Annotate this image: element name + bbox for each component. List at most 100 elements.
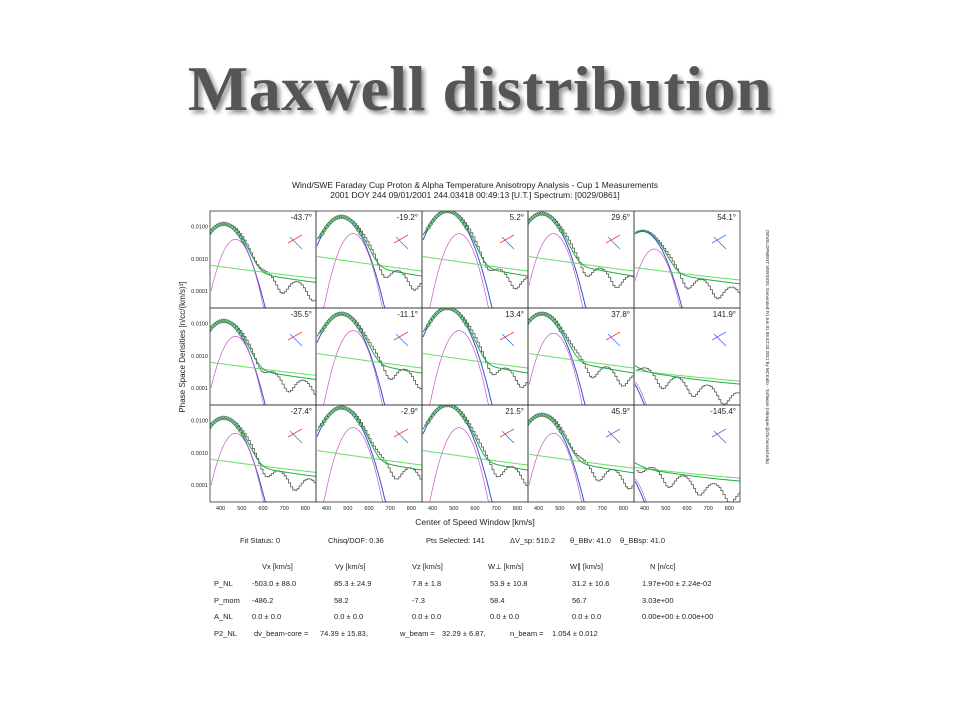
anl-wpar: 0.0 ± 0.0	[572, 612, 601, 621]
pmom-vy: 58.2	[334, 596, 349, 605]
x-tick-label: 800	[725, 506, 734, 512]
data-point	[554, 422, 560, 428]
beam-fit	[634, 381, 740, 405]
pmom-n: 3.03e+00	[642, 596, 674, 605]
flow-arrow	[713, 333, 727, 347]
panel-3: 5.2°	[421, 210, 529, 309]
header-vz: Vz [km/s]	[412, 562, 443, 571]
total-fit	[634, 462, 740, 482]
data-point	[457, 312, 463, 319]
background-fit	[423, 450, 528, 466]
beam-fit	[423, 330, 528, 405]
beam-fit	[317, 330, 422, 405]
x-tick-label: 500	[237, 506, 246, 512]
data-point	[551, 218, 558, 224]
chisq-dof: Chisq/DOF: 0.36	[328, 536, 384, 545]
field-arrow	[393, 428, 409, 438]
data-point	[427, 415, 434, 421]
x-tick-label: 400	[534, 506, 543, 512]
x-tick-label: 400	[640, 506, 649, 512]
fit-status: Fit Status: 0	[240, 536, 280, 545]
core-fit	[634, 481, 740, 502]
header-n: N [n/cc]	[650, 562, 675, 571]
anl-vy: 0.0 ± 0.0	[334, 612, 363, 621]
field-arrow	[499, 234, 515, 244]
x-tick-label: 700	[386, 506, 395, 512]
delta-v: ΔV_sp: 510.2	[510, 536, 555, 545]
panel-frame	[527, 210, 635, 309]
panel-frame	[421, 404, 529, 503]
panel-9: 37.8°	[521, 307, 635, 406]
field-arrow	[605, 331, 621, 341]
x-tick-label: 800	[619, 506, 628, 512]
panel-5: 54.1°	[633, 210, 741, 309]
p2-n-value: 1.054 ± 0.012	[552, 629, 598, 638]
row-label-p2nl: P2_NL	[214, 629, 237, 638]
flow-arrow	[289, 333, 303, 347]
measured-spectrum	[318, 406, 422, 484]
data-point	[205, 429, 209, 433]
data-point	[554, 321, 560, 327]
slide-title: Maxwell distribution	[187, 53, 773, 124]
background-fit	[423, 256, 528, 272]
core-fit	[634, 384, 740, 405]
pnl-n: 1.97e+00 ± 2.24e-02	[642, 579, 711, 588]
measured-spectrum	[212, 416, 316, 491]
core-fit	[422, 405, 528, 502]
x-tick-label: 400	[322, 506, 331, 512]
data-point	[205, 235, 209, 239]
data-point	[457, 409, 463, 416]
y-tick-label: 0.0010	[191, 451, 208, 457]
data-point	[203, 336, 207, 340]
data-point	[551, 318, 558, 324]
panel-15: -145.4°	[633, 404, 741, 503]
background-fit	[423, 353, 528, 369]
x-tick-label: 800	[407, 506, 416, 512]
y-tick-label: 0.0100	[191, 224, 208, 230]
panel-angle: -43.7°	[291, 213, 312, 222]
x-tick-label: 500	[555, 506, 564, 512]
data-point	[463, 322, 470, 328]
data-point	[236, 328, 242, 334]
y-tick-label: 0.0001	[191, 483, 208, 489]
core-fit	[422, 211, 528, 308]
row-label-anl: A_NL	[214, 612, 233, 621]
theta-bbsp: θ_BBsp: 41.0	[620, 536, 665, 545]
flow-arrow	[289, 430, 303, 444]
panel-angle: 29.6°	[611, 213, 630, 222]
beam-fit	[528, 332, 634, 405]
x-tick-label: 700	[492, 506, 501, 512]
x-tick-label: 400	[428, 506, 437, 512]
x-tick-label: 500	[449, 506, 458, 512]
measured-spectrum	[424, 211, 528, 290]
panel-6: -35.5° 0.0100 0.0010 0.0001	[191, 307, 317, 406]
field-arrow	[711, 331, 727, 341]
panel-angle: -11.1°	[397, 310, 418, 319]
data-point	[461, 221, 467, 227]
data-point	[238, 428, 244, 434]
data-point	[451, 211, 457, 216]
data-point	[463, 225, 470, 231]
data-point	[558, 429, 564, 435]
p2-w-value: 32.29 ± 6.87,	[442, 629, 486, 638]
data-point	[351, 412, 357, 418]
data-point	[521, 328, 525, 332]
flow-arrow	[501, 430, 515, 444]
total-fit	[210, 416, 316, 477]
data-point	[357, 231, 364, 237]
panel-7: -11.1°	[315, 307, 423, 406]
total-fit	[634, 230, 740, 285]
p2-w-label: w_beam =	[399, 629, 435, 638]
x-tick-labels: 400 500 600 700 800 400 500 600 700 800 400 500 600 7…	[216, 506, 734, 512]
flow-arrow	[713, 236, 727, 250]
field-arrow	[393, 234, 409, 244]
panel-frame	[633, 307, 741, 406]
data-point	[355, 418, 361, 424]
anl-vz: 0.0 ± 0.0	[412, 612, 441, 621]
data-point	[425, 419, 431, 425]
data-point	[556, 425, 562, 431]
panel-grid: -43.7° 0.0100 0.0010 0.0001 -19.2° 5.2° 29.6° 5…	[191, 210, 741, 503]
data-point	[324, 321, 330, 327]
x-tick-label: 600	[576, 506, 585, 512]
data-point	[558, 328, 564, 334]
